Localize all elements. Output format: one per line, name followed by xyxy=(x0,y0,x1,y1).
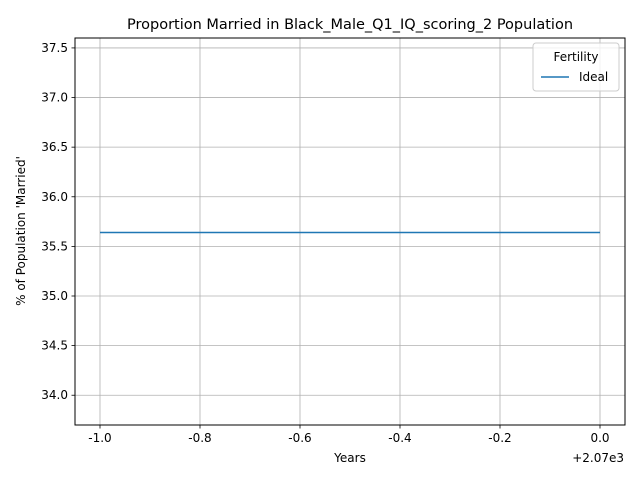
x-tick-label: -0.8 xyxy=(188,431,211,445)
x-tick-label: -0.6 xyxy=(288,431,311,445)
x-axis-title: Years xyxy=(333,451,366,465)
x-tick-label: 0.0 xyxy=(590,431,609,445)
x-tick-label: -0.4 xyxy=(388,431,411,445)
y-tick-label: 37.5 xyxy=(41,41,68,55)
x-offset-label: +2.07e3 xyxy=(572,451,624,465)
grid xyxy=(75,38,625,425)
plot-area xyxy=(75,38,625,425)
y-tick-label: 35.0 xyxy=(41,289,68,303)
legend-title: Fertility xyxy=(553,50,598,64)
y-tick-label: 36.0 xyxy=(41,190,68,204)
y-tick-label: 36.5 xyxy=(41,140,68,154)
x-tick-label: -0.2 xyxy=(488,431,511,445)
x-tick-label: -1.0 xyxy=(88,431,111,445)
legend: Fertility Ideal xyxy=(532,42,620,92)
y-tick-label: 34.0 xyxy=(41,388,68,402)
plot-frame xyxy=(74,37,626,426)
y-tick-label: 35.5 xyxy=(41,239,68,253)
legend-label-ideal: Ideal xyxy=(579,70,608,84)
y-tick-label: 34.5 xyxy=(41,339,68,353)
ticks: -1.0 -0.8 -0.6 -0.4 -0.2 0.0 34.0 34.5 35.0 35.5 3… xyxy=(41,41,609,445)
y-axis-title: % of Population 'Married' xyxy=(14,156,28,306)
chart-title: Proportion Married in Black_Male_Q1_IQ_s… xyxy=(127,17,573,33)
legend-box xyxy=(532,42,620,92)
y-tick-label: 37.0 xyxy=(41,91,68,105)
